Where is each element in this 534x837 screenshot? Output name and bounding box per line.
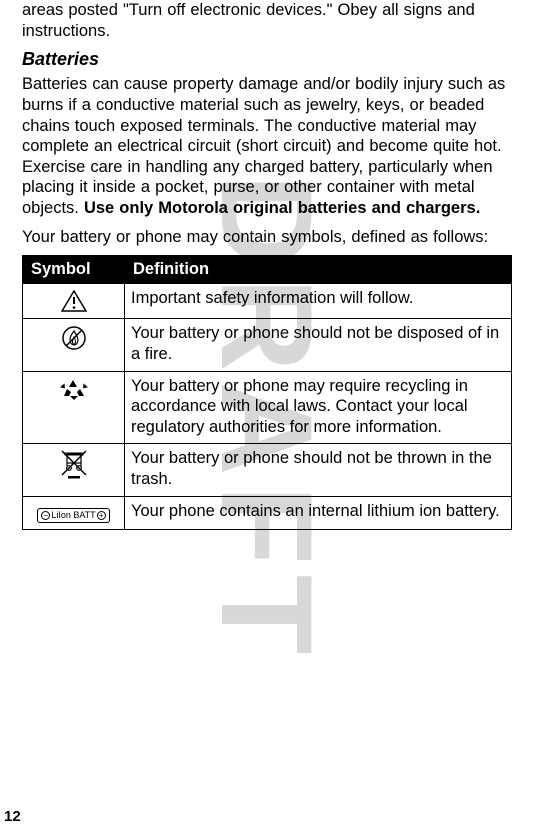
lilon-batt-icon: −LiIon BATT+: [37, 508, 109, 523]
minus-circle-icon: −: [41, 511, 50, 520]
symbol-cell: [23, 284, 125, 319]
table-row: Important safety information will follow…: [23, 284, 512, 319]
intro-paragraph: areas posted "Turn off electronic device…: [22, 0, 512, 41]
symbol-cell: −LiIon BATT+: [23, 496, 125, 530]
batteries-paragraph-2: Your battery or phone may contain symbol…: [22, 227, 512, 248]
symbol-cell: [23, 319, 125, 371]
table-row: Your battery or phone may require recycl…: [23, 371, 512, 444]
batteries-para-1-text: Batteries can cause property damage and/…: [22, 75, 505, 217]
lilon-batt-label: LiIon BATT: [51, 510, 95, 520]
table-row: Your battery or phone should not be disp…: [23, 319, 512, 371]
symbols-table: Symbol Definition Important safety infor…: [22, 255, 512, 530]
symbol-cell: [23, 444, 125, 496]
table-row: Your battery or phone should not be thro…: [23, 444, 512, 496]
no-fire-icon: [61, 325, 87, 351]
no-trash-icon: [59, 450, 89, 480]
page-content: areas posted "Turn off electronic device…: [22, 0, 512, 530]
batteries-heading: Batteries: [22, 49, 512, 70]
table-header-definition: Definition: [125, 256, 512, 284]
definition-cell: Important safety information will follow…: [125, 284, 512, 319]
table-header-row: Symbol Definition: [23, 256, 512, 284]
definition-cell: Your battery or phone should not be thro…: [125, 444, 512, 496]
page-number: 12: [4, 808, 21, 825]
recycle-icon: [60, 378, 88, 404]
batteries-para-1-bold: Use only Motorola original batteries and…: [84, 199, 480, 217]
table-row: −LiIon BATT+ Your phone contains an inte…: [23, 496, 512, 530]
batteries-paragraph-1: Batteries can cause property damage and/…: [22, 74, 512, 218]
warning-triangle-icon: [61, 290, 87, 312]
table-header-symbol: Symbol: [23, 256, 125, 284]
definition-cell: Your battery or phone should not be disp…: [125, 319, 512, 371]
symbol-cell: [23, 371, 125, 444]
definition-cell: Your phone contains an internal lithium …: [125, 496, 512, 530]
definition-cell: Your battery or phone may require recycl…: [125, 371, 512, 444]
plus-circle-icon: +: [97, 511, 106, 520]
